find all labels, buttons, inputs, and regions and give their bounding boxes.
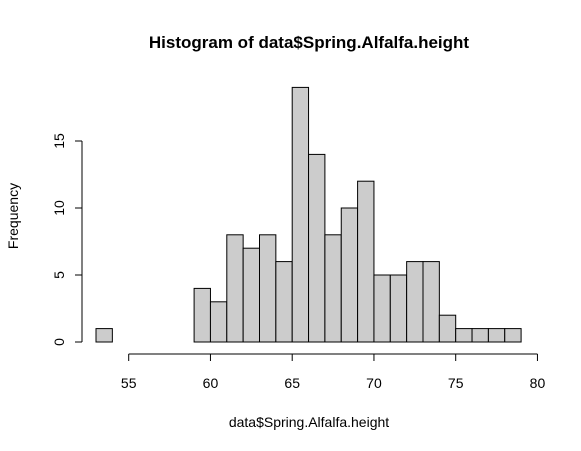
histogram-bar bbox=[406, 261, 424, 343]
histogram-bar bbox=[357, 180, 375, 343]
histogram-bar bbox=[193, 287, 211, 343]
y-tick-label: 0 bbox=[51, 338, 67, 346]
x-tick-label: 65 bbox=[284, 375, 300, 391]
histogram-bar bbox=[308, 153, 326, 343]
histogram-bar bbox=[95, 328, 113, 343]
x-tick-label: 75 bbox=[448, 375, 464, 391]
x-tick-label: 55 bbox=[121, 375, 137, 391]
histogram-bar bbox=[471, 328, 489, 343]
y-axis: 0 5 10 15 bbox=[51, 133, 83, 346]
histogram-bar bbox=[275, 261, 293, 343]
histogram-bar bbox=[422, 261, 440, 343]
chart-title: Histogram of data$Spring.Alfalfa.height bbox=[149, 33, 470, 52]
x-tick-label: 60 bbox=[203, 375, 219, 391]
histogram-bar bbox=[455, 328, 473, 343]
x-axis: 55 60 65 70 75 80 bbox=[121, 353, 546, 391]
histogram-bar bbox=[487, 328, 506, 343]
y-axis-label: Frequency bbox=[5, 183, 21, 249]
x-tick-label: 80 bbox=[530, 375, 546, 391]
y-tick-label: 10 bbox=[51, 200, 67, 216]
histogram-bar bbox=[389, 274, 408, 343]
histogram-bar bbox=[226, 234, 244, 343]
histogram-bar bbox=[242, 247, 260, 343]
x-axis-label: data$Spring.Alfalfa.height bbox=[229, 414, 389, 430]
histogram-bar bbox=[259, 234, 277, 343]
histogram-bar bbox=[373, 274, 391, 343]
histogram-bar bbox=[438, 314, 457, 343]
histogram-bar bbox=[324, 234, 342, 343]
y-tick-label: 15 bbox=[51, 133, 67, 149]
histogram-bar bbox=[209, 301, 228, 343]
x-tick-label: 70 bbox=[366, 375, 382, 391]
histogram-bar bbox=[340, 207, 359, 343]
histogram-bars bbox=[95, 86, 522, 343]
histogram-bar bbox=[291, 86, 310, 343]
histogram-bar bbox=[504, 328, 522, 343]
y-tick-label: 5 bbox=[51, 271, 67, 279]
